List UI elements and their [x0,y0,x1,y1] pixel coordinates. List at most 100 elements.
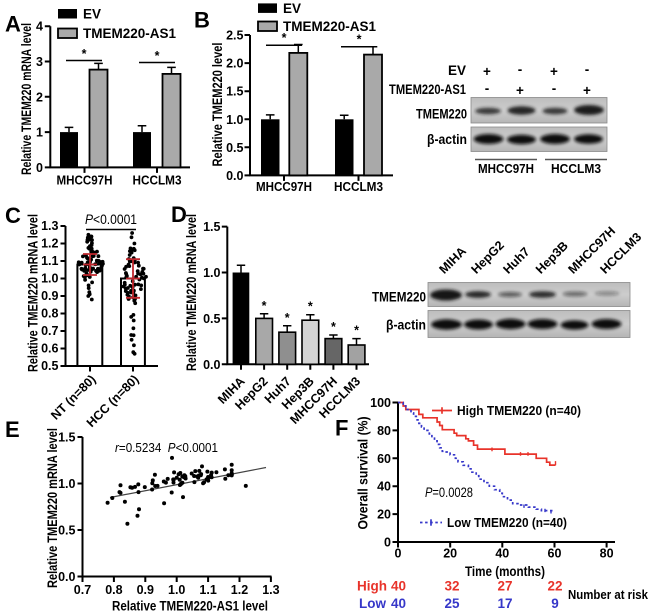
svg-text:EV: EV [448,63,466,78]
svg-text:60: 60 [548,547,562,561]
svg-text:TMEM220-AS1: TMEM220-AS1 [389,82,466,97]
svg-text:3: 3 [36,55,43,69]
svg-text:0.9: 0.9 [137,583,154,597]
svg-text:MHCC97H: MHCC97H [478,162,534,176]
svg-text:MIHA: MIHA [437,244,469,276]
svg-text:Low: Low [359,596,386,611]
svg-text:MHCC97H: MHCC97H [57,174,113,188]
svg-text:4: 4 [36,20,43,34]
svg-text:P=0.0028: P=0.0028 [425,485,473,500]
svg-text:0.5: 0.5 [203,312,220,326]
svg-text:0.8: 0.8 [105,583,122,597]
svg-text:Low TMEM220 (n=40): Low TMEM220 (n=40) [447,515,567,530]
svg-text:1.2: 1.2 [231,583,248,597]
svg-text:0.0: 0.0 [226,169,243,183]
svg-text:0.9: 0.9 [41,289,58,303]
svg-text:*: * [155,49,160,63]
svg-text:0: 0 [384,536,391,550]
svg-text:1.3: 1.3 [41,219,58,233]
svg-text:100: 100 [370,396,391,410]
svg-text:-: - [485,81,490,96]
svg-text:-: - [518,62,523,77]
svg-text:32: 32 [444,579,459,594]
svg-text:Relative TMEM220 level: Relative TMEM220 level [210,43,225,167]
svg-text:*: * [308,300,313,314]
svg-text:0.8: 0.8 [41,307,58,321]
svg-text:HCCLM3: HCCLM3 [551,162,601,176]
svg-text:40: 40 [377,480,391,494]
svg-text:Number at risk: Number at risk [568,588,648,602]
svg-text:80: 80 [377,424,391,438]
svg-text:17: 17 [497,596,512,611]
svg-text:A: A [5,12,21,37]
svg-text:r=0.5234 P<0.0001: r=0.5234 P<0.0001 [115,440,218,455]
svg-text:Relative TMEM220 mRNA level: Relative TMEM220 mRNA level [26,214,41,372]
svg-text:-: - [585,62,590,77]
svg-text:+: + [550,64,558,79]
svg-text:40: 40 [495,547,509,561]
svg-text:0.7: 0.7 [74,583,91,597]
svg-text:80: 80 [600,547,614,561]
svg-text:+: + [483,64,491,79]
svg-text:EV: EV [283,1,301,16]
svg-text:-: - [552,81,557,96]
svg-text:0.0: 0.0 [58,570,75,584]
svg-text:*: * [262,299,267,313]
svg-text:27: 27 [497,579,512,594]
svg-text:1.3: 1.3 [262,583,279,597]
svg-text:1.0: 1.0 [58,477,75,491]
svg-text:F: F [335,416,348,441]
svg-text:40: 40 [391,579,406,594]
svg-text:0.7: 0.7 [41,324,58,338]
svg-text:2.5: 2.5 [226,29,243,43]
svg-text:D: D [171,202,187,227]
svg-text:20: 20 [443,547,457,561]
svg-text:HCCLM3: HCCLM3 [133,174,182,188]
svg-text:0.5: 0.5 [226,141,243,155]
svg-text:0: 0 [36,161,43,175]
svg-text:2.0: 2.0 [226,57,243,71]
svg-text:0.5: 0.5 [41,359,58,373]
svg-text:Relative TMEM220 mRNA level: Relative TMEM220 mRNA level [19,23,34,175]
svg-text:B: B [194,8,210,33]
svg-text:C: C [5,203,21,228]
svg-text:0.5: 0.5 [58,524,75,538]
svg-text:20: 20 [377,508,391,522]
svg-text:40: 40 [391,596,406,611]
svg-text:1.5: 1.5 [203,220,220,234]
svg-text:Overall survival (%): Overall survival (%) [356,417,371,530]
svg-text:1.0: 1.0 [168,583,185,597]
svg-text:E: E [5,417,20,442]
svg-text:1.2: 1.2 [41,237,58,251]
svg-text:EV: EV [83,7,101,22]
svg-text:1.0: 1.0 [41,272,58,286]
svg-text:*: * [357,33,362,47]
svg-text:1.0: 1.0 [203,266,220,280]
svg-text:0.0: 0.0 [203,358,220,372]
svg-text:1.1: 1.1 [41,254,58,268]
svg-text:0.6: 0.6 [41,342,58,356]
svg-text:High: High [357,579,387,594]
svg-text:1: 1 [36,126,43,140]
svg-text:Relative TMEM220 mRNA level: Relative TMEM220 mRNA level [184,214,199,371]
svg-text:25: 25 [444,596,460,611]
svg-text:1.1: 1.1 [199,583,216,597]
svg-text:MHCC97H: MHCC97H [256,180,312,194]
svg-text:1.5: 1.5 [226,85,243,99]
svg-text:*: * [331,320,336,334]
svg-text:TMEM220: TMEM220 [372,290,426,305]
svg-text:TMEM220-AS1: TMEM220-AS1 [283,19,377,34]
svg-text:Hep3B: Hep3B [533,239,571,277]
svg-text:+: + [583,83,591,98]
svg-text:1.0: 1.0 [226,113,243,127]
svg-text:*: * [82,47,87,61]
svg-text:*: * [354,324,359,338]
svg-text:9: 9 [551,596,559,611]
svg-text:Relative TMEM220-AS1 level: Relative TMEM220-AS1 level [112,599,268,614]
svg-text:Time (months): Time (months) [465,564,545,579]
svg-text:0: 0 [395,547,402,561]
svg-text:β-actin: β-actin [386,318,426,333]
svg-text:+: + [516,83,524,98]
svg-text:22: 22 [547,579,562,594]
svg-text:2: 2 [36,90,43,104]
